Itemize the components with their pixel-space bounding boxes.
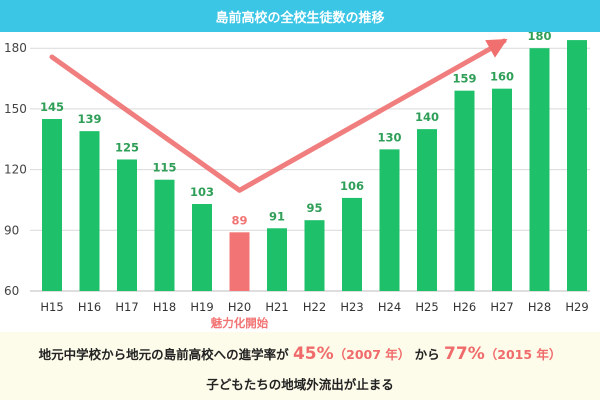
data-label: 145 (40, 100, 64, 114)
footer-caption: 地元中学校から地元の島前高校への進学率が 45%（2007 年） から 77%（… (0, 332, 600, 400)
x-tick-label: H18 (153, 300, 176, 314)
bar-H25 (417, 129, 437, 291)
rate-2007: 45% (292, 344, 334, 364)
x-tick-label: H17 (115, 300, 138, 314)
data-label: 106 (340, 179, 364, 193)
y-tick-label: 60 (4, 284, 19, 298)
x-tick-label: H16 (78, 300, 101, 314)
data-label: 180 (527, 32, 551, 43)
year-2007: （2007 年） (333, 347, 411, 362)
data-label: 103 (190, 185, 214, 199)
data-label: 130 (377, 130, 401, 144)
data-label: 184 (565, 32, 589, 35)
enrollment-rate-text: 地元中学校から地元の島前高校への進学率が 45%（2007 年） から 77%（… (0, 344, 600, 364)
data-label: 115 (152, 161, 176, 175)
bar-H28 (529, 48, 550, 291)
y-tick-label: 120 (4, 163, 27, 177)
outflow-stopped-text: 子どもたちの地域外流出が止まる (206, 377, 394, 392)
trend-arrow (49, 38, 507, 193)
data-label: 89 (231, 213, 247, 227)
y-tick-label: 180 (4, 41, 27, 55)
bar-H29 (567, 40, 587, 291)
rate-2015: 77% (444, 344, 485, 364)
x-tick-label: H23 (340, 300, 363, 314)
highlight-label: 魅力化開始 (211, 316, 269, 330)
bar-H23 (342, 197, 362, 291)
x-tick-label: H15 (40, 300, 63, 314)
x-tick-label: H26 (453, 300, 476, 314)
bar-H18 (154, 179, 175, 291)
bar-H16 (79, 131, 100, 291)
x-tick-label: H19 (190, 300, 213, 314)
data-label: 160 (490, 70, 514, 84)
chart-title: 島前高校の全校生徒数の推移 (0, 0, 600, 32)
x-tick-label: H21 (265, 300, 288, 314)
year-2015: （2015 年） (484, 347, 562, 362)
y-tick-label: 90 (4, 223, 19, 237)
data-label: 91 (269, 209, 285, 223)
x-tick-label: H22 (303, 300, 326, 314)
bar-chart: 60 90 120 150 180 145 H15 139 H16 125 H17 115 H18 103… (4, 32, 590, 330)
bar-H22 (304, 220, 325, 291)
data-label: 159 (452, 72, 476, 86)
x-tick-label: H20 (228, 300, 251, 314)
trend-arrowhead (485, 39, 508, 58)
bar-H20 (229, 232, 250, 291)
bar-H19 (192, 203, 212, 291)
y-tick-label: 150 (4, 102, 27, 116)
bar-H24 (379, 149, 400, 291)
bar-H26 (454, 90, 475, 291)
rate-connector: から (414, 347, 440, 362)
data-label: 95 (306, 201, 322, 215)
bar-H17 (117, 159, 137, 291)
bar-H15 (42, 119, 62, 291)
x-tick-label: H24 (378, 300, 401, 314)
x-tick-label: H27 (490, 300, 513, 314)
bar-H27 (492, 88, 512, 291)
data-label: 140 (415, 110, 439, 124)
x-tick-label: H25 (415, 300, 438, 314)
x-tick-label: H28 (528, 300, 551, 314)
data-label: 125 (115, 140, 139, 154)
x-tick-label: H29 (565, 300, 588, 314)
data-label: 139 (77, 112, 101, 126)
bar-H21 (267, 228, 287, 291)
rate-intro: 地元中学校から地元の島前高校への進学率が (38, 347, 289, 362)
